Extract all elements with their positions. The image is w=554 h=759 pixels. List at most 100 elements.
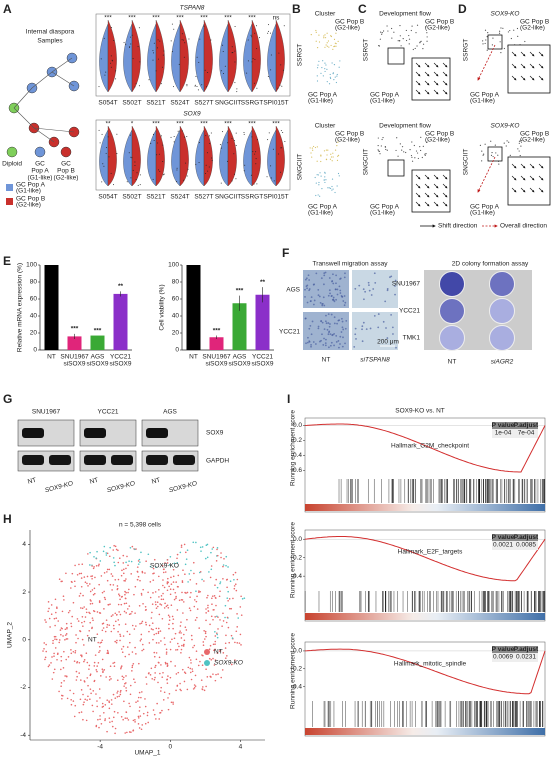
umap-cell <box>156 601 159 604</box>
cluster-title: Cluster <box>315 11 336 18</box>
cell-stain <box>374 281 377 284</box>
umap-cell <box>172 703 174 705</box>
stats-header <box>492 534 538 541</box>
umap-cell <box>155 603 157 606</box>
umap-cell <box>176 562 179 564</box>
umap-cell <box>113 544 115 547</box>
cell-stain <box>330 313 333 316</box>
umap-cell <box>130 560 133 563</box>
umap-cell <box>199 660 201 663</box>
cell-dot <box>426 40 428 42</box>
umap-cell <box>176 648 179 651</box>
cell-dot <box>395 149 397 152</box>
umap-cell <box>101 591 104 594</box>
pathway-name: Hallmark_mitotic_spindle <box>394 661 467 668</box>
violin-dot <box>256 87 258 89</box>
cell-dot <box>524 40 526 43</box>
cell-stain <box>328 277 331 279</box>
flow-arrow <box>538 187 544 193</box>
umap-cell <box>60 627 63 629</box>
umap-cell <box>50 613 53 616</box>
violin-dot <box>269 32 271 34</box>
umap-cell <box>106 730 108 733</box>
umap-cell <box>217 628 219 630</box>
significance: *** <box>71 326 79 333</box>
umap-cell <box>50 662 52 664</box>
cell-dot <box>329 187 332 189</box>
pop-label: GC Pop A <box>308 204 338 211</box>
umap-cell <box>175 595 177 598</box>
umap-cell <box>110 573 113 575</box>
violin-dot <box>186 85 188 87</box>
umap-cell <box>111 725 114 728</box>
cluster-annotation: NT <box>88 637 97 644</box>
y-axis-label: UMAP_2 <box>7 622 14 648</box>
umap-cell <box>125 711 128 714</box>
violin-dot <box>101 181 103 183</box>
violin-dot <box>110 66 112 68</box>
violin-dot <box>195 163 197 165</box>
cell-dot <box>398 39 401 42</box>
cell-dot <box>509 29 511 32</box>
umap-cell <box>141 724 144 726</box>
flow-arrow <box>529 51 535 57</box>
umap-cell <box>235 589 238 592</box>
y-tick-label: 0 <box>33 347 37 354</box>
umap-cell <box>89 673 92 676</box>
umap-cell <box>189 578 192 581</box>
cell-stain <box>336 288 339 291</box>
cell-dot <box>499 41 501 43</box>
cell-stain <box>341 326 344 329</box>
cell-stain <box>373 315 376 317</box>
cell-dot <box>486 35 488 38</box>
umap-cell <box>223 558 225 560</box>
umap-cell <box>162 598 165 601</box>
cell-dot <box>315 194 317 197</box>
cell-stain <box>339 335 342 338</box>
lane-label: NT <box>89 477 99 486</box>
umap-cell <box>141 643 144 646</box>
umap-cell <box>58 641 61 644</box>
umap-cell <box>118 594 121 597</box>
protein-label: GAPDH <box>206 458 229 465</box>
umap-cell <box>101 639 104 642</box>
violin-dot <box>268 24 270 26</box>
umap-cell <box>165 653 168 655</box>
cell-stain <box>307 274 310 277</box>
umap-cell <box>132 729 134 732</box>
cell-dot <box>497 154 499 156</box>
x-tick-label: 0 <box>168 744 172 751</box>
umap-cell <box>215 673 217 676</box>
umap-cell <box>196 595 198 598</box>
cell-dot <box>318 184 320 186</box>
umap-cell <box>161 676 164 678</box>
umap-cell <box>47 610 49 613</box>
umap-cell <box>226 616 229 619</box>
umap-cell <box>141 620 144 623</box>
umap-cell <box>144 705 147 708</box>
umap-cell <box>109 603 111 605</box>
umap-cell <box>110 630 113 633</box>
umap-cell <box>166 581 169 583</box>
cell-dot <box>403 151 405 153</box>
umap-cell <box>173 598 176 601</box>
cell-dot <box>309 147 311 149</box>
umap-cell <box>108 624 111 626</box>
umap-cell <box>91 577 93 580</box>
umap-cell <box>84 698 87 701</box>
umap-cell <box>137 563 140 565</box>
lane-label: SOX9-KO <box>168 480 198 494</box>
violin-dot <box>252 151 254 153</box>
violin-dot <box>171 23 173 25</box>
cell-stain <box>323 274 326 277</box>
umap-cell <box>146 714 149 717</box>
umap-cell <box>106 652 108 655</box>
cell-dot <box>399 143 401 145</box>
cell-stain <box>323 283 325 286</box>
umap-cell <box>78 672 80 674</box>
umap-cell <box>129 705 131 708</box>
umap-cell <box>161 709 163 712</box>
umap-cell <box>93 555 95 558</box>
cell-dot <box>333 79 335 81</box>
violin-dot <box>210 39 212 41</box>
